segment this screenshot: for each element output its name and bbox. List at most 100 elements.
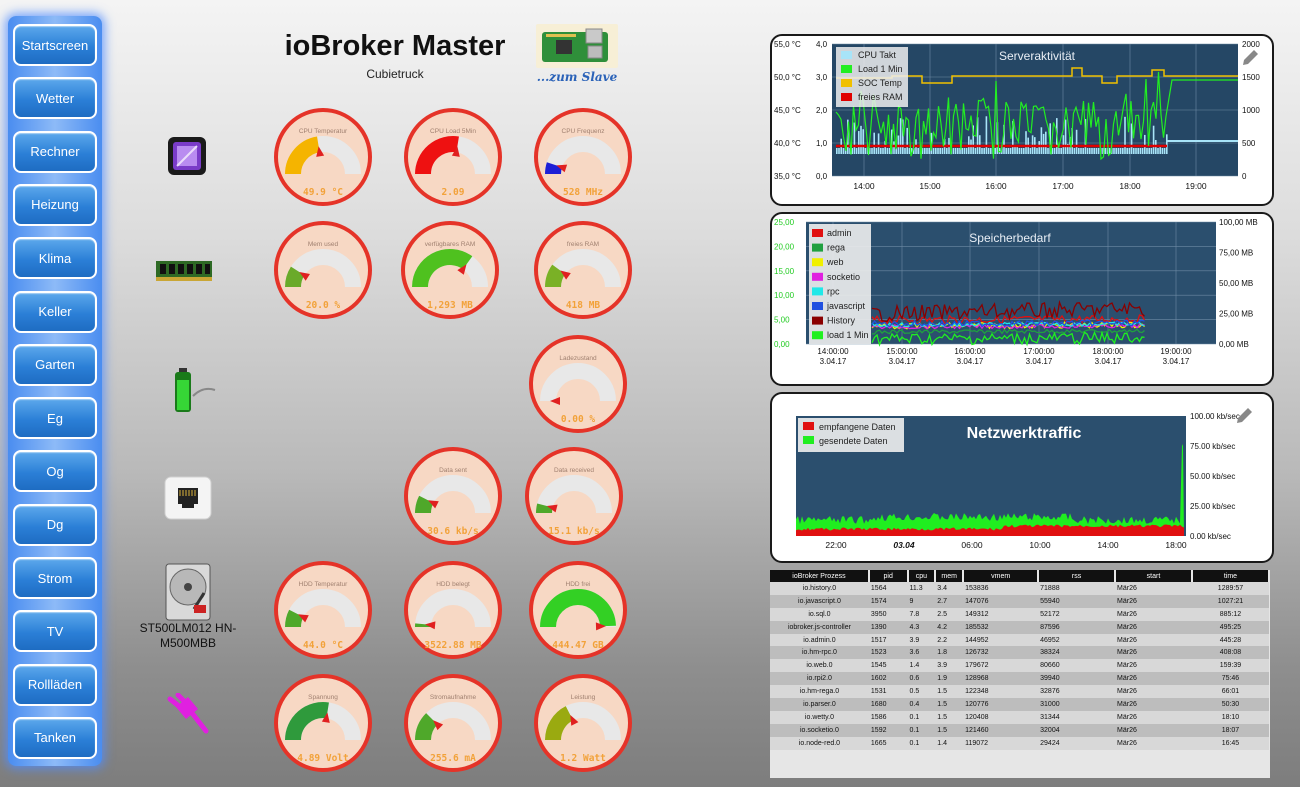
column-header: pid: [868, 570, 909, 582]
slave-link-button[interactable]: ...zum Slave: [534, 24, 620, 86]
x-tick: 14:00: [853, 181, 875, 191]
gauge-fill: [285, 136, 321, 175]
table-cell: io.hm-rpc.0: [770, 646, 869, 660]
y-tick-right: 75,00 MB: [1219, 249, 1253, 258]
gauge-data-sent: Data sent 30.6 kb/s: [403, 446, 503, 546]
table-cell: 55940: [1038, 594, 1116, 608]
gauge-needle: [546, 504, 558, 513]
y-tick-right: 75.00 kb/sec: [1190, 442, 1235, 451]
gauge-fill: [285, 609, 304, 628]
nav-button-rechner[interactable]: Rechner: [13, 130, 97, 173]
table-cell: 1592: [868, 723, 908, 737]
gauge-needle: [570, 715, 579, 726]
y-tick-right: 50,00 MB: [1219, 279, 1253, 288]
table-cell: 408:08: [1191, 646, 1269, 660]
legend-swatch: [812, 258, 823, 267]
column-header: cpu: [907, 570, 937, 582]
chart-title: Serveraktivität: [999, 49, 1076, 63]
edit-pencil-icon[interactable]: [1243, 50, 1258, 65]
table-row: io.node-red.0 1665 0.1 1.4 119072 29424 Mär26 1…: [770, 736, 1269, 750]
table-cell: Mär26: [1115, 685, 1192, 699]
chart-legend: CPU Takt Load 1 Min SOC Temp freies RAM: [836, 47, 908, 107]
gauge-needle: [433, 720, 444, 731]
x-tick: 16:00:00: [954, 347, 986, 356]
table-row: io.parser.0 1680 0.4 1.5 120776 31000 Mär26 50:…: [770, 698, 1269, 711]
gauge-needle: [451, 146, 460, 157]
hdd-model-label: ST500LM012 HN- M500MBB: [133, 621, 243, 651]
table-cell: 126732: [963, 646, 1039, 660]
gauge-value: 49.9 °C: [303, 187, 343, 198]
nav-button-eg[interactable]: Eg: [13, 397, 97, 440]
table-cell: 1531: [868, 685, 908, 699]
x-tick: 14:00:00: [817, 347, 849, 356]
nav-button-klima[interactable]: Klima: [13, 237, 97, 280]
y-tick-right: 25,00 MB: [1219, 310, 1253, 319]
nav-button-strom[interactable]: Strom: [13, 557, 97, 599]
column-header: time: [1191, 570, 1271, 582]
nav-button-dg[interactable]: Dg: [13, 503, 97, 546]
table-cell: 71888: [1038, 582, 1116, 595]
table-cell: 1.5: [935, 698, 964, 711]
series-load-1-min: [871, 330, 1145, 347]
table-cell: 9: [907, 594, 936, 608]
column-header: rss: [1038, 570, 1117, 582]
gauge-current: Stromaufnahme 255.6 mA: [403, 673, 503, 773]
x-tick-date: 3.04.17: [1163, 357, 1190, 366]
gauge-label: HDD Temperatur: [299, 581, 348, 588]
y-tick-right: 50.00 kb/sec: [1190, 472, 1235, 481]
y-tick-load: 0,0: [816, 172, 828, 181]
table-cell: io.web.0: [770, 659, 869, 673]
gauge-label: Data received: [554, 467, 594, 474]
gauge-value: 528 MHz: [563, 187, 603, 198]
x-tick: 18:00: [1165, 540, 1187, 550]
gauge-label: Mem used: [308, 241, 339, 248]
gauge-needle: [316, 146, 325, 157]
gauge-needle: [550, 397, 560, 405]
nav-button-keller[interactable]: Keller: [13, 290, 97, 333]
y-tick-left: 10,00: [774, 291, 795, 300]
y-tick-right: 1500: [1242, 73, 1260, 82]
gauge-fill: [412, 249, 473, 288]
table-cell: 149312: [963, 607, 1039, 621]
y-tick-right: 25.00 kb/sec: [1190, 502, 1235, 511]
table-cell: 1517: [868, 633, 908, 647]
nav-button-og[interactable]: Og: [13, 450, 97, 493]
table-cell: Mär26: [1115, 594, 1192, 608]
table-cell: 7.8: [907, 607, 936, 621]
nav-button-garten[interactable]: Garten: [13, 343, 97, 386]
legend-label: Load 1 Min: [858, 64, 903, 74]
gauge-fill: [285, 266, 305, 288]
table-cell: 18:07: [1191, 723, 1269, 737]
y-tick-right: 2000: [1242, 40, 1260, 49]
nav-button-tanken[interactable]: Tanken: [13, 716, 97, 759]
gauge-fill: [545, 162, 563, 175]
legend-label: SOC Temp: [858, 78, 902, 88]
x-tick-date: 3.04.17: [957, 357, 984, 366]
table-cell: 1523: [868, 646, 908, 660]
table-cell: 147076: [963, 594, 1039, 608]
table-cell: 1602: [868, 672, 908, 686]
table-cell: 46952: [1038, 633, 1116, 647]
gauge-hdd-free: HDD frei 444.47 GB: [528, 560, 628, 660]
table-cell: 0.6: [907, 672, 936, 686]
nav-button-tv[interactable]: TV: [13, 610, 97, 653]
gauge-cpu-freq: CPU Frequenz 528 MHz: [533, 107, 633, 207]
nav-button-rollläden[interactable]: Rollläden: [13, 663, 97, 706]
table-cell: Mär26: [1115, 723, 1192, 737]
nav-button-heizung[interactable]: Heizung: [13, 183, 97, 226]
nav-button-startscreen[interactable]: Startscreen: [13, 24, 97, 66]
x-tick: 15:00:00: [886, 347, 918, 356]
gauge-power: Leistung 1.2 Watt: [533, 673, 633, 773]
gauge-needle: [299, 271, 310, 281]
nav-button-wetter[interactable]: Wetter: [13, 77, 97, 120]
x-tick: 22:00: [825, 540, 847, 550]
edit-pencil-icon[interactable]: [1237, 408, 1252, 423]
raspberry-pi-icon: [536, 24, 618, 68]
table-cell: 11.3: [907, 582, 936, 595]
legend-swatch: [812, 331, 823, 340]
table-cell: 0.1: [907, 723, 936, 737]
table-cell: 52172: [1038, 607, 1116, 621]
legend-swatch: [803, 436, 814, 444]
network-traffic-panel: 100.00 kb/sec 75.00 kb/sec 50.00 kb/sec 25.…: [770, 392, 1274, 563]
sidebar-nav: Startscreen Wetter Rechner Heizung Klima Kell…: [8, 16, 102, 766]
